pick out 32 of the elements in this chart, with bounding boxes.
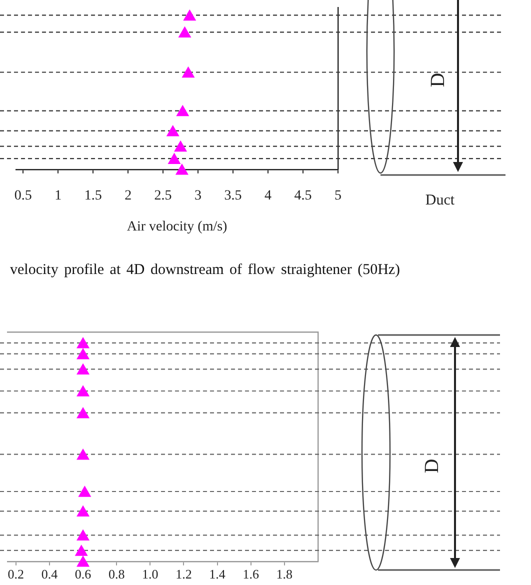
point	[182, 66, 194, 78]
point	[176, 105, 189, 116]
point	[174, 140, 187, 152]
x-tick-label: 0.6	[74, 566, 92, 582]
point	[176, 164, 188, 175]
point	[168, 153, 180, 164]
x-tick-label: 1.4	[209, 566, 226, 582]
x-tick-label: 3.5	[224, 188, 242, 204]
x-tick-label: 3	[194, 188, 202, 204]
text: velocity profile at 4D downstream of flow straightener (50Hz)	[10, 261, 400, 279]
text: D	[421, 458, 443, 474]
x-tick-label: 5	[334, 188, 342, 204]
x-tick-label: 4.5	[294, 188, 312, 204]
x-tick-label: 1	[54, 188, 62, 204]
x-axis-title: Air velocity (m/s)	[126, 219, 228, 234]
x-tick-label: 1.8	[276, 566, 293, 582]
x-tick-label: 2	[124, 188, 132, 204]
x-tick-label: 2.5	[154, 188, 172, 204]
x-tick-label: 0.8	[108, 566, 125, 582]
text: D	[427, 72, 449, 88]
point	[184, 10, 196, 21]
x-tick-label: 1.2	[176, 566, 192, 582]
x-tick-label: 1.5	[84, 188, 102, 204]
x-tick-label: 0.2	[8, 566, 24, 582]
point	[166, 125, 179, 136]
point	[178, 26, 191, 38]
x-tick-label: 0.5	[14, 188, 32, 204]
x-tick-label: 4	[264, 188, 272, 204]
x-tick-label: 1.0	[142, 566, 158, 582]
x-tick-label: 0.4	[41, 566, 58, 582]
text: Duct	[425, 192, 455, 208]
x-tick-label: 1.6	[242, 566, 260, 582]
